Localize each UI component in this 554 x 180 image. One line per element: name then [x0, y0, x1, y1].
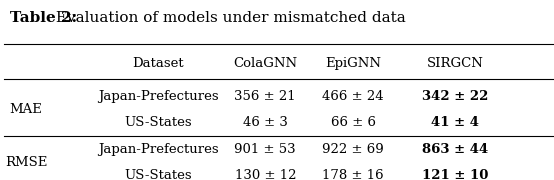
Text: 466 ± 24: 466 ± 24 — [322, 90, 384, 103]
Text: Table 2:: Table 2: — [9, 11, 76, 25]
Text: 342 ± 22: 342 ± 22 — [422, 90, 488, 103]
Text: 121 ± 10: 121 ± 10 — [422, 169, 488, 180]
Text: Dataset: Dataset — [132, 57, 184, 69]
Text: US-States: US-States — [124, 116, 192, 129]
Text: RMSE: RMSE — [5, 156, 47, 169]
Text: Japan-Prefectures: Japan-Prefectures — [98, 143, 218, 156]
Text: 178 ± 16: 178 ± 16 — [322, 169, 384, 180]
Text: 130 ± 12: 130 ± 12 — [234, 169, 296, 180]
Text: EpiGNN: EpiGNN — [325, 57, 381, 69]
Text: Japan-Prefectures: Japan-Prefectures — [98, 90, 218, 103]
Text: SIRGCN: SIRGCN — [427, 57, 484, 69]
Text: Evaluation of models under mismatched data: Evaluation of models under mismatched da… — [51, 11, 406, 25]
Text: 41 ± 4: 41 ± 4 — [431, 116, 479, 129]
Text: MAE: MAE — [9, 103, 43, 116]
Text: ColaGNN: ColaGNN — [233, 57, 297, 69]
Text: 46 ± 3: 46 ± 3 — [243, 116, 288, 129]
Text: 922 ± 69: 922 ± 69 — [322, 143, 384, 156]
Text: 901 ± 53: 901 ± 53 — [234, 143, 296, 156]
Text: US-States: US-States — [124, 169, 192, 180]
Text: 66 ± 6: 66 ± 6 — [331, 116, 376, 129]
Text: 863 ± 44: 863 ± 44 — [422, 143, 488, 156]
Text: 356 ± 21: 356 ± 21 — [234, 90, 296, 103]
